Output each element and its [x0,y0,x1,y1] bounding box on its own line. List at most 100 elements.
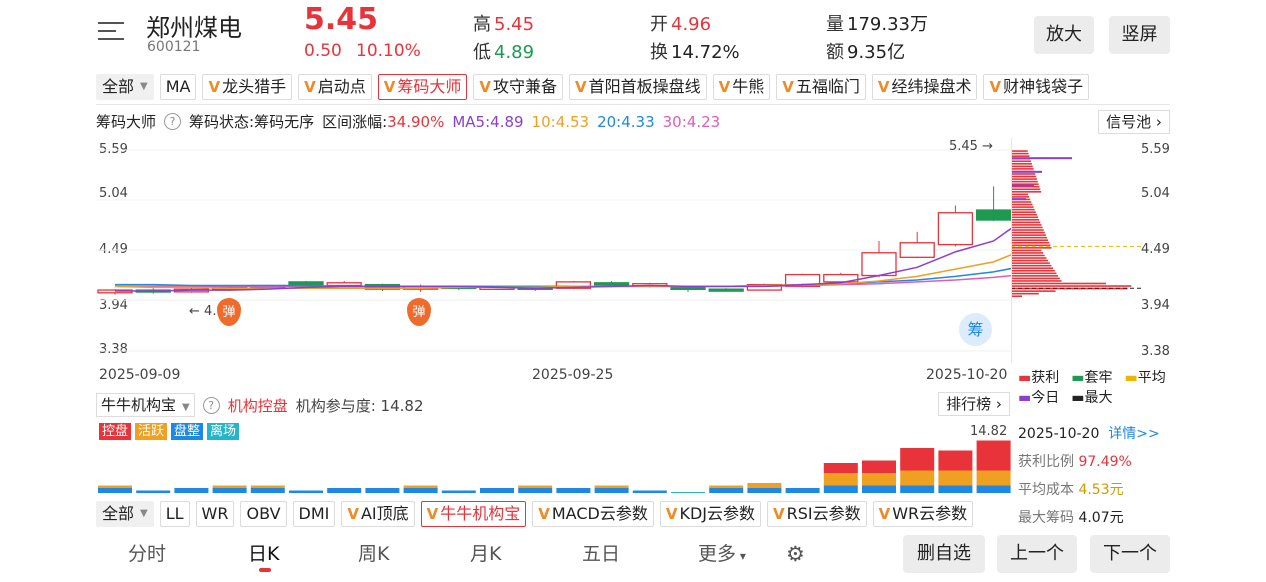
lower-indicator-tab[interactable]: OBV [240,501,287,527]
period-tab[interactable]: 周K [358,535,389,573]
zoom-button[interactable]: 放大 [1034,16,1094,54]
indicator-tab[interactable]: V 五福临门 [776,74,866,100]
tab-all[interactable]: 全部 ▼ [96,501,154,527]
next-stock-button[interactable]: 下一个 [1090,535,1170,573]
bounce-signal-badge[interactable]: 弹 [407,298,431,326]
price-change-pct: 10.10% [356,41,421,61]
chip-bar [1012,264,1052,267]
chip-badge[interactable]: 筹 [959,313,992,346]
institution-bar-segment [441,490,476,493]
period-tab[interactable]: 五日 [582,535,620,573]
chip-bar [1012,168,1034,170]
institution-bar-segment [938,450,973,471]
lower-indicator-tab[interactable]: V AI顶底 [341,501,415,527]
chevron-down-icon: ▼ [140,508,148,519]
institution-bar-segment [632,490,667,493]
institution-selector[interactable]: 牛牛机构宝 ▼ [96,393,195,417]
candle-body [899,242,935,258]
indicator-tab[interactable]: V 筹码大师 [377,74,468,100]
institution-bar-segment [747,483,782,488]
indicator-tab[interactable]: V 攻守兼备 [473,74,563,100]
profit-ratio-value: 97.49% [1078,454,1132,470]
v-badge-icon: V [208,78,221,96]
chip-bar [1012,259,1049,262]
help-icon[interactable]: ? [164,113,182,130]
chip-bar [1012,180,1038,183]
volume-label: 量 [826,14,844,35]
lower-indicator-tab[interactable]: LL [159,501,190,527]
lower-indicator-tab[interactable]: DMI [292,501,336,527]
institution-bar-segment [250,485,285,488]
prev-stock-button[interactable]: 上一个 [997,535,1077,573]
chip-today-bar [1012,170,1042,173]
indicator-tab[interactable]: V 财神钱袋子 [983,74,1090,100]
period-tab[interactable]: 月K [470,535,501,573]
period-tab-label: 周K [358,543,390,565]
period-tab[interactable]: 日K [248,535,279,573]
v-badge-icon: V [878,505,891,523]
stock-name: 郑州煤电 [146,14,242,42]
avg-cost-value: 4.53元 [1078,482,1124,498]
period-tab[interactable]: 分时 [128,535,166,573]
ma10-value: 10:4.53 [531,112,590,131]
axis-left-3-94: 3.94 [99,298,128,313]
date-end: 2025-10-20 [926,367,1008,383]
institution-bar-segment [709,485,744,488]
chip-bar [1012,226,1043,229]
indicator-tab[interactable]: V 龙头猎手 [202,74,293,100]
range-label: 区间涨幅: [322,113,388,131]
bounce-signal-badge[interactable]: 弹 [217,298,241,326]
settings-gear-icon[interactable]: ⚙ [786,542,805,566]
chip-info-row: 筹码大师 ? 筹码状态:筹码无序 区间涨幅:34.90% MA5:4.89 10… [96,111,720,132]
chip-bar [1012,247,1052,249]
lower-indicator-tab[interactable]: V RSI云参数 [767,501,867,527]
institution-bar-segment [976,485,1011,493]
signal-pool-button[interactable]: 信号池 › [1098,110,1170,134]
help-icon[interactable]: ? [202,396,220,414]
lower-indicator-tab[interactable]: WR [195,501,235,527]
kline-chart[interactable] [96,138,1011,363]
institution-bar-segment [823,473,858,486]
portrait-button[interactable]: 竖屏 [1109,16,1170,54]
detail-link[interactable]: 详情>> [1108,426,1160,442]
legend-profit-label: 获利 [1031,370,1060,386]
chip-bar [1012,269,1055,272]
institution-bar-segment [976,440,1011,471]
ma5-value: MA5:4.89 [452,112,524,131]
max-chip-value: 4.07元 [1078,510,1124,526]
menu-icon[interactable] [98,22,124,44]
chip-bar [1012,249,1042,252]
rank-button[interactable]: 排行榜 › [938,392,1010,416]
lower-indicator-tab[interactable]: V MACD云参数 [532,501,654,527]
lower-indicator-tab[interactable]: V WR云参数 [872,501,974,527]
chip-bar [1012,178,1037,180]
institution-bar-segment [174,488,209,493]
chip-distribution-chart [1011,150,1141,298]
institution-bar-segment [403,488,438,493]
period-tab-label: 更多 [698,543,737,565]
profit-ratio-label: 获利比例 [1018,454,1074,470]
indicator-tab[interactable]: V 牛熊 [712,74,771,100]
institution-bar-segment [136,490,171,493]
category-badges: 控盘 活跃 盘整 离场 [99,423,240,440]
low-stat: 低 4.89 [473,38,534,64]
delete-watchlist-button[interactable]: 删自选 [903,535,985,573]
indicator-tab[interactable]: MA [159,74,197,100]
period-tab[interactable]: 更多 ▾ [698,535,746,575]
chip-today-bar [1012,198,1026,201]
category-badge: 盘整 [171,423,204,440]
lower-indicator-tab[interactable]: V 牛牛机构宝 [420,501,527,527]
candle-body [746,283,783,291]
ma5-line [115,227,1011,292]
tab-all[interactable]: 全部 ▼ [96,74,154,100]
axis-right-3-94: 3.94 [1141,298,1170,313]
chip-bar [1012,236,1048,239]
chip-bar [1012,211,1036,213]
indicator-tab-bar: 全部 ▼ MA V 龙头猎手 V 启动点 V 筹码大师 V 攻守兼备 V 首阳首板操盘线 V 牛熊 V 五福临… [96,74,1090,100]
v-badge-icon: V [782,78,794,96]
lower-indicator-tab[interactable]: V KDJ云参数 [659,501,761,527]
indicator-tab[interactable]: V 经纬操盘术 [871,74,978,100]
indicator-tab[interactable]: V 首阳首板操盘线 [568,74,707,100]
indicator-tab-label: 经纬操盘术 [891,77,972,96]
indicator-tab[interactable]: V 启动点 [298,74,372,100]
